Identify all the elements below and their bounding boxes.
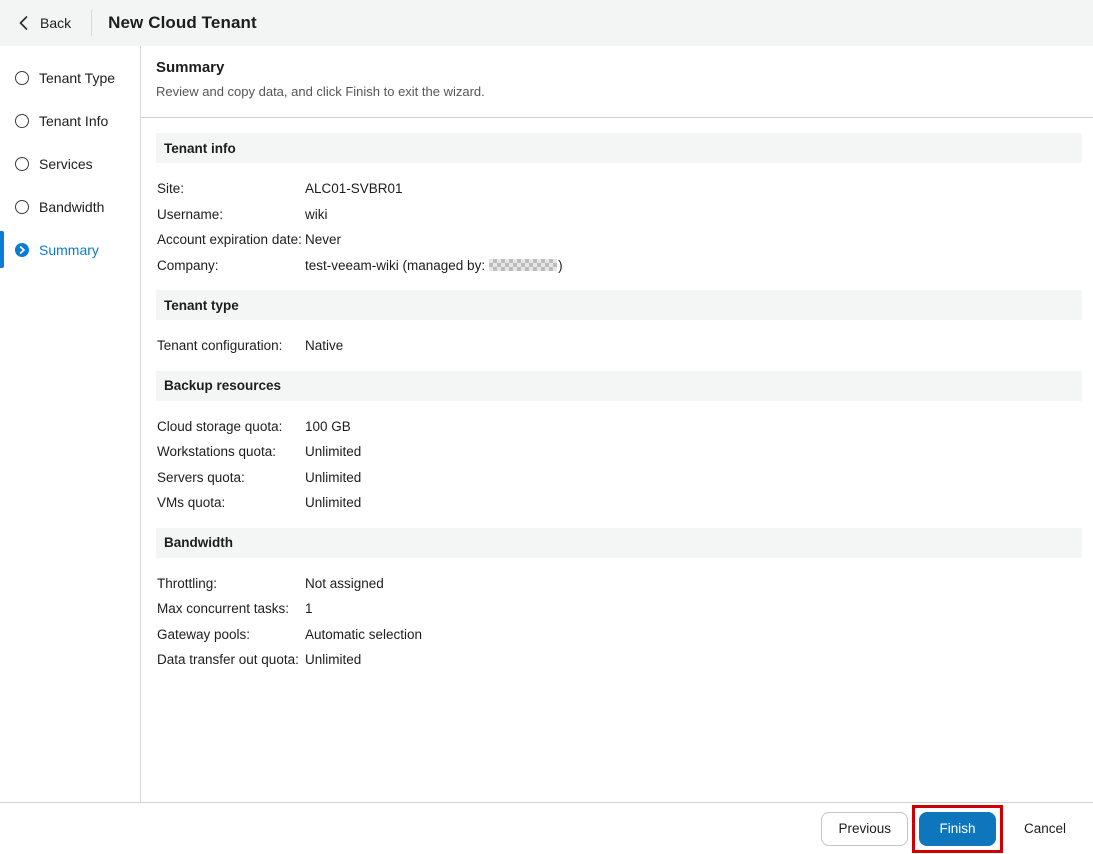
row-label: Site: — [157, 181, 185, 197]
summary-row-company: Company: test-veeam-wiki (managed by:) — [157, 253, 1082, 279]
topbar: Back New Cloud Tenant — [0, 0, 1093, 46]
step-circle-icon — [15, 156, 29, 171]
section-header: Tenant type — [156, 290, 1082, 320]
section-title: Bandwidth — [164, 535, 233, 550]
previous-button[interactable]: Previous — [821, 811, 908, 846]
summary-title: Summary — [156, 59, 225, 76]
row-label: Account expiration date: — [157, 232, 302, 248]
section-backup-resources: Backup resources Cloud storage quota: 10… — [156, 370, 1082, 528]
step-services[interactable]: Services — [0, 142, 140, 185]
step-circle-icon — [15, 70, 29, 85]
summary-row-servers-quota: Servers quota: Unlimited — [157, 465, 1082, 491]
section-bandwidth: Bandwidth Throttling: Not assigned Max c… — [156, 527, 1082, 685]
summary-header: Summary Review and copy data, and click … — [141, 46, 1093, 118]
section-tenant-info: Tenant info Site: ALC01-SVBR01 Username:… — [156, 133, 1082, 290]
step-circle-icon — [15, 199, 29, 214]
summary-row-gateway-pools: Gateway pools: Automatic selection — [157, 622, 1082, 648]
step-tenant-type[interactable]: Tenant Type — [0, 56, 140, 99]
row-value: ALC01-SVBR01 — [305, 181, 403, 197]
wizard-steps-sidebar: Tenant Type Tenant Info Services Bandwid… — [0, 46, 141, 802]
summary-row-site: Site: ALC01-SVBR01 — [157, 176, 1082, 202]
step-label: Services — [39, 155, 93, 172]
summary-row-account-expiration: Account expiration date: Never — [157, 227, 1082, 253]
finish-button[interactable]: Finish — [918, 811, 996, 846]
company-value-text: test-veeam-wiki (managed by: — [305, 257, 486, 273]
row-label: Cloud storage quota: — [157, 418, 283, 434]
wizard-footer: Previous Finish Cancel — [0, 802, 1093, 854]
row-value: test-veeam-wiki (managed by:) — [305, 258, 563, 273]
company-value-suffix: ) — [558, 257, 563, 273]
finish-highlight-annotation: Finish — [911, 804, 1003, 853]
summary-subtitle: Review and copy data, and click Finish t… — [156, 84, 485, 99]
summary-row-vms-quota: VMs quota: Unlimited — [157, 490, 1082, 516]
row-value: 1 — [305, 601, 313, 617]
summary-row-max-concurrent-tasks: Max concurrent tasks: 1 — [157, 596, 1082, 622]
section-rows: Throttling: Not assigned Max concurrent … — [156, 558, 1082, 685]
page-title: New Cloud Tenant — [108, 13, 257, 32]
section-header: Backup resources — [156, 370, 1082, 401]
summary-row-data-transfer-out-quota: Data transfer out quota: Unlimited — [157, 647, 1082, 673]
summary-sections: Tenant info Site: ALC01-SVBR01 Username:… — [141, 118, 1093, 685]
cancel-button[interactable]: Cancel — [1023, 821, 1066, 836]
row-label: Max concurrent tasks: — [157, 601, 290, 617]
row-label: Gateway pools: — [157, 626, 251, 642]
step-label: Tenant Info — [39, 112, 109, 129]
section-title: Tenant info — [164, 140, 236, 156]
row-value: Unlimited — [305, 495, 362, 511]
chevron-right-circle-icon — [15, 242, 29, 257]
row-value: Unlimited — [305, 444, 362, 460]
section-tenant-type: Tenant type Tenant configuration: Native — [156, 290, 1082, 371]
row-value: 100 GB — [305, 418, 351, 434]
row-value: wiki — [305, 206, 328, 222]
step-label: Bandwidth — [39, 198, 105, 215]
section-rows: Tenant configuration: Native — [156, 320, 1082, 371]
section-rows: Cloud storage quota: 100 GB Workstations… — [156, 401, 1082, 528]
row-label: Throttling: — [157, 575, 218, 591]
section-title: Backup resources — [164, 378, 282, 393]
section-rows: Site: ALC01-SVBR01 Username: wiki Accoun… — [156, 163, 1082, 290]
row-value: Native — [305, 338, 344, 354]
section-title: Tenant type — [164, 297, 239, 313]
summary-page: Summary Review and copy data, and click … — [141, 46, 1093, 802]
row-value: Unlimited — [305, 652, 362, 668]
step-summary-active[interactable]: Summary — [0, 228, 140, 271]
row-value: Automatic selection — [305, 626, 423, 642]
row-value: Not assigned — [305, 575, 384, 591]
row-label: Tenant configuration: — [157, 338, 283, 354]
back-label: Back — [40, 15, 72, 31]
row-label: Servers quota: — [157, 469, 245, 485]
step-bandwidth[interactable]: Bandwidth — [0, 185, 140, 228]
summary-row-throttling: Throttling: Not assigned — [157, 571, 1082, 597]
section-header: Bandwidth — [156, 527, 1082, 558]
row-label: Username: — [157, 206, 224, 222]
summary-row-tenant-configuration: Tenant configuration: Native — [157, 333, 1082, 359]
row-value: Unlimited — [305, 469, 362, 485]
step-label: Tenant Type — [39, 69, 116, 86]
step-label: Summary — [39, 241, 99, 258]
back-button[interactable]: Back — [0, 0, 91, 46]
summary-row-cloud-storage-quota: Cloud storage quota: 100 GB — [157, 414, 1082, 440]
row-value: Never — [305, 232, 342, 248]
row-label: Company: — [157, 257, 219, 273]
step-tenant-info[interactable]: Tenant Info — [0, 99, 140, 142]
summary-row-username: Username: wiki — [157, 202, 1082, 228]
redacted-text-block — [489, 258, 558, 271]
section-header: Tenant info — [156, 133, 1082, 163]
row-label: VMs quota: — [157, 495, 226, 511]
summary-row-workstations-quota: Workstations quota: Unlimited — [157, 439, 1082, 465]
step-circle-icon — [15, 113, 29, 128]
chevron-left-icon — [19, 16, 28, 30]
row-label: Data transfer out quota: — [157, 652, 299, 668]
topbar-divider — [91, 10, 93, 36]
row-label: Workstations quota: — [157, 444, 277, 460]
